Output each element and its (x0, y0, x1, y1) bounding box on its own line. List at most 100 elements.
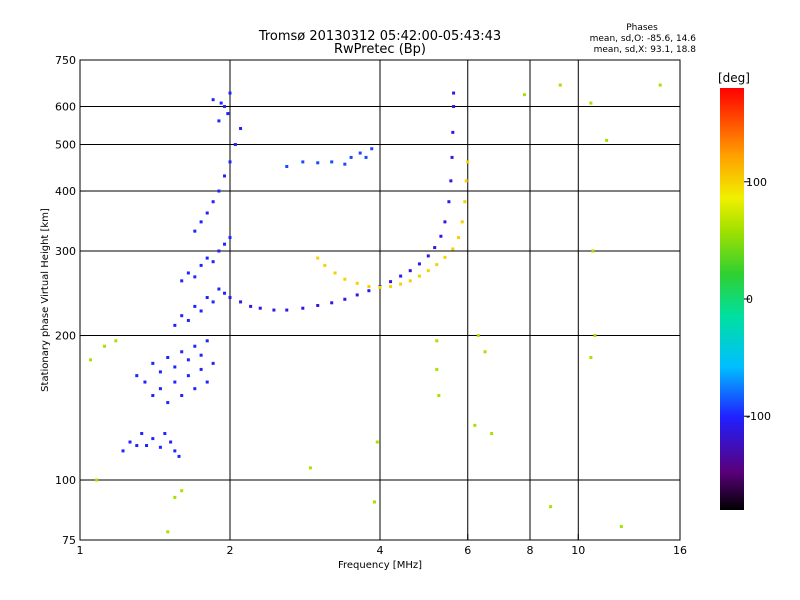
data-point (451, 130, 455, 134)
data-point (285, 308, 289, 312)
colorbar (720, 88, 744, 510)
y-tick-label: 600 (55, 101, 76, 114)
y-tick-label: 300 (55, 245, 76, 258)
data-point (439, 234, 443, 238)
stats-heading: Phases (626, 23, 658, 33)
data-point (186, 271, 190, 275)
data-point (121, 449, 125, 453)
data-point (193, 229, 197, 233)
data-point (435, 339, 439, 343)
data-point (367, 285, 371, 289)
data-point (151, 361, 155, 365)
data-point (437, 394, 441, 398)
data-point (199, 263, 203, 267)
data-point (180, 489, 184, 493)
data-point (205, 256, 209, 260)
data-point (389, 280, 393, 284)
data-point (95, 478, 99, 482)
data-point (199, 309, 203, 313)
y-tick-label: 500 (55, 139, 76, 152)
data-point (399, 274, 403, 278)
data-point (103, 344, 107, 348)
x-tick-label: 4 (377, 544, 384, 557)
x-tick-label: 1 (77, 544, 84, 557)
data-point (433, 246, 437, 250)
data-point (417, 274, 421, 278)
data-point (435, 263, 439, 267)
data-point (140, 432, 144, 436)
data-point (158, 387, 162, 391)
data-point (211, 98, 215, 102)
x-axis-ticks: 1 2 4 6 8 10 16 (77, 534, 687, 557)
stats-line-x: mean, sd,X: 93.1, 18.8 (594, 45, 697, 55)
chart-subtitle: RwPretec (Bp) (334, 42, 426, 57)
colorbar-tick-label: 0 (746, 293, 753, 306)
data-point (658, 83, 662, 87)
data-point (378, 285, 382, 289)
x-tick-label: 10 (571, 544, 585, 557)
data-point (301, 160, 305, 164)
data-point (490, 432, 494, 436)
data-point (523, 93, 527, 97)
chart-title: Tromsø 20130312 05:42:00-05:43:43 (258, 29, 501, 44)
data-point (452, 91, 456, 95)
data-point (166, 530, 170, 534)
data-point (180, 314, 184, 318)
data-point (447, 200, 451, 204)
data-point (258, 306, 262, 310)
data-point (186, 358, 190, 362)
data-point (180, 394, 184, 398)
colorbar-tick-label: -100 (746, 410, 771, 423)
data-point (173, 449, 177, 453)
data-point (228, 296, 232, 300)
data-point (373, 500, 377, 504)
data-point (114, 339, 118, 343)
data-point (301, 306, 305, 310)
data-point (169, 440, 173, 444)
data-point (466, 160, 470, 164)
data-point (233, 143, 237, 147)
data-point (135, 444, 139, 448)
data-point (591, 249, 595, 253)
x-tick-label: 6 (464, 544, 471, 557)
data-point (443, 220, 447, 224)
data-point (173, 365, 177, 369)
data-point (330, 301, 334, 305)
data-point (451, 247, 455, 251)
data-point (219, 101, 223, 105)
data-point (158, 370, 162, 374)
data-point (199, 353, 203, 357)
data-point (143, 380, 147, 384)
data-point (217, 287, 221, 291)
data-point (249, 304, 253, 308)
data-point (239, 300, 243, 304)
data-point (443, 255, 447, 259)
data-point (323, 263, 327, 267)
data-point (558, 83, 562, 87)
data-point (426, 254, 430, 258)
data-point (223, 174, 227, 178)
colorbar-label: [deg] (718, 71, 750, 85)
data-point (173, 323, 177, 327)
data-point (193, 387, 197, 391)
data-point (166, 355, 170, 359)
y-tick-label: 400 (55, 185, 76, 198)
data-point (589, 101, 593, 105)
data-point (199, 220, 203, 224)
data-point (223, 105, 227, 109)
data-point (177, 454, 181, 458)
data-point (476, 334, 480, 338)
data-point (135, 374, 139, 378)
data-point (355, 281, 359, 285)
y-tick-label: 75 (62, 534, 76, 547)
data-point (199, 367, 203, 371)
data-point (308, 466, 312, 470)
data-point (163, 432, 167, 436)
data-point (211, 300, 215, 304)
data-point (228, 91, 232, 95)
data-point (223, 291, 227, 295)
data-point (619, 525, 623, 529)
colorbar-tick-label: 100 (746, 176, 767, 189)
data-point (180, 279, 184, 283)
